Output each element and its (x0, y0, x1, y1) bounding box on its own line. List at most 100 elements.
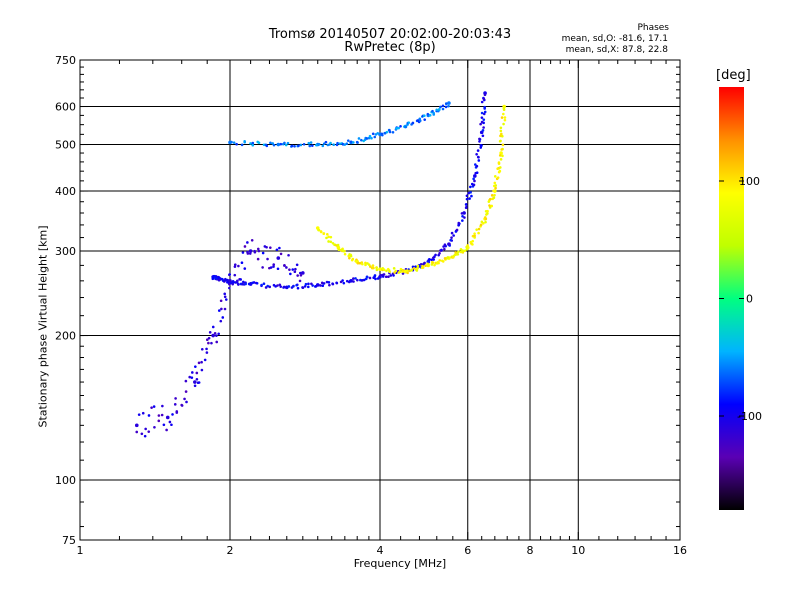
scatter-dot (499, 126, 503, 130)
scatter-dot (306, 285, 310, 289)
scatter-dot (455, 228, 459, 232)
scatter-dot (480, 144, 483, 147)
phase-stats-o: mean, sd,O: -81.6, 17.1 (561, 34, 668, 44)
scatter-dot (188, 375, 192, 379)
data-point (276, 256, 281, 260)
scatter-dot (217, 309, 221, 312)
scatter-dot (269, 266, 273, 269)
scatter-dot (379, 273, 382, 277)
scatter-dot (438, 251, 441, 255)
scatter-dot (230, 140, 233, 144)
colorbar-tick-label: 100 (739, 175, 760, 188)
scatter-dot (255, 281, 259, 285)
scatter-dot (389, 274, 393, 277)
scatter-dot (269, 141, 272, 145)
scatter-dot (251, 141, 255, 145)
scatter-dot (200, 368, 204, 372)
scatter-dot (438, 107, 441, 111)
scatter-dot (215, 340, 219, 344)
scatter-dot (321, 144, 325, 148)
x-tick-label: 2 (227, 544, 234, 557)
scatter-dot (298, 271, 302, 275)
scatter-dot (314, 285, 317, 288)
scatter-dot (499, 158, 503, 161)
scatter-dot (184, 379, 188, 383)
scatter-dot (501, 143, 505, 147)
scatter-dot (279, 142, 283, 146)
scatter-dot (352, 280, 355, 283)
scatter-dot (381, 133, 384, 137)
scatter-dot (266, 284, 269, 288)
scatter-dot (224, 277, 227, 281)
scatter-dot (276, 284, 279, 287)
data-point (378, 267, 382, 271)
scatter-dot (157, 414, 161, 417)
scatter-dot (482, 126, 485, 129)
scatter-dot (295, 283, 298, 287)
scatter-dot (399, 270, 402, 273)
scatter-dot (461, 249, 465, 252)
data-point (276, 142, 281, 147)
scatter-dot (365, 137, 369, 140)
scatter-dot (197, 361, 201, 365)
scatter-dot (388, 270, 391, 273)
scatter-dot (174, 397, 177, 400)
scatter-dot (416, 266, 419, 270)
scatter-dot (338, 142, 342, 145)
scatter-dot (311, 144, 314, 147)
scatter-dot (386, 267, 390, 271)
scatter-dot (493, 181, 497, 185)
scatter-dot (195, 377, 199, 381)
scatter-dot (471, 239, 475, 243)
scatter-dot (310, 282, 313, 286)
scatter-dot (356, 141, 359, 144)
scatter-dot (460, 212, 464, 215)
scatter-dot (452, 234, 455, 237)
scatter-dot (498, 169, 502, 173)
scatter-dot (253, 250, 257, 254)
scatter-dot (171, 413, 174, 416)
scatter-dot (500, 132, 503, 136)
scatter-dot (301, 286, 305, 290)
scatter-dot (232, 141, 236, 144)
scatter-dot (374, 277, 377, 281)
scatter-dot (430, 258, 433, 262)
scatter-dot (488, 204, 491, 207)
scatter-dot (388, 130, 392, 134)
scatter-dot (219, 319, 223, 323)
scatter-dot (315, 143, 318, 147)
scatter-dot (256, 247, 260, 251)
scatter-dot (213, 331, 217, 335)
scatter-dot (153, 425, 156, 429)
y-tick-label: 300 (55, 245, 76, 258)
scatter-dot (221, 316, 225, 319)
colorbar-tick-label: 0 (746, 293, 753, 306)
scatter-dot (387, 275, 390, 279)
data-point (134, 423, 139, 428)
scatter-dot (184, 390, 188, 393)
data-point (447, 101, 451, 105)
scatter-dot (240, 261, 244, 264)
scatter-dot (328, 283, 331, 287)
scatter-dot (441, 107, 445, 111)
scatter-dot (411, 121, 415, 125)
scatter-dot (205, 338, 209, 341)
scatter-dot (371, 266, 375, 270)
scatter-dot (211, 277, 215, 281)
scatter-dot (304, 282, 308, 286)
scatter-dot (466, 244, 469, 247)
scatter-dot (322, 232, 326, 236)
scatter-dot (308, 144, 312, 148)
scatter-dot (478, 137, 481, 141)
scatter-dot (233, 265, 237, 268)
scatter-dot (322, 142, 326, 145)
scatter-dot (493, 193, 496, 197)
scatter-dot (332, 143, 335, 146)
scatter-dot (207, 336, 211, 340)
series-x-trace (315, 104, 507, 275)
scatter-dot (433, 263, 436, 267)
scatter-dot (203, 358, 207, 362)
scatter-dot (444, 102, 448, 105)
scatter-dot (268, 285, 272, 289)
scatter-dot (443, 257, 447, 260)
